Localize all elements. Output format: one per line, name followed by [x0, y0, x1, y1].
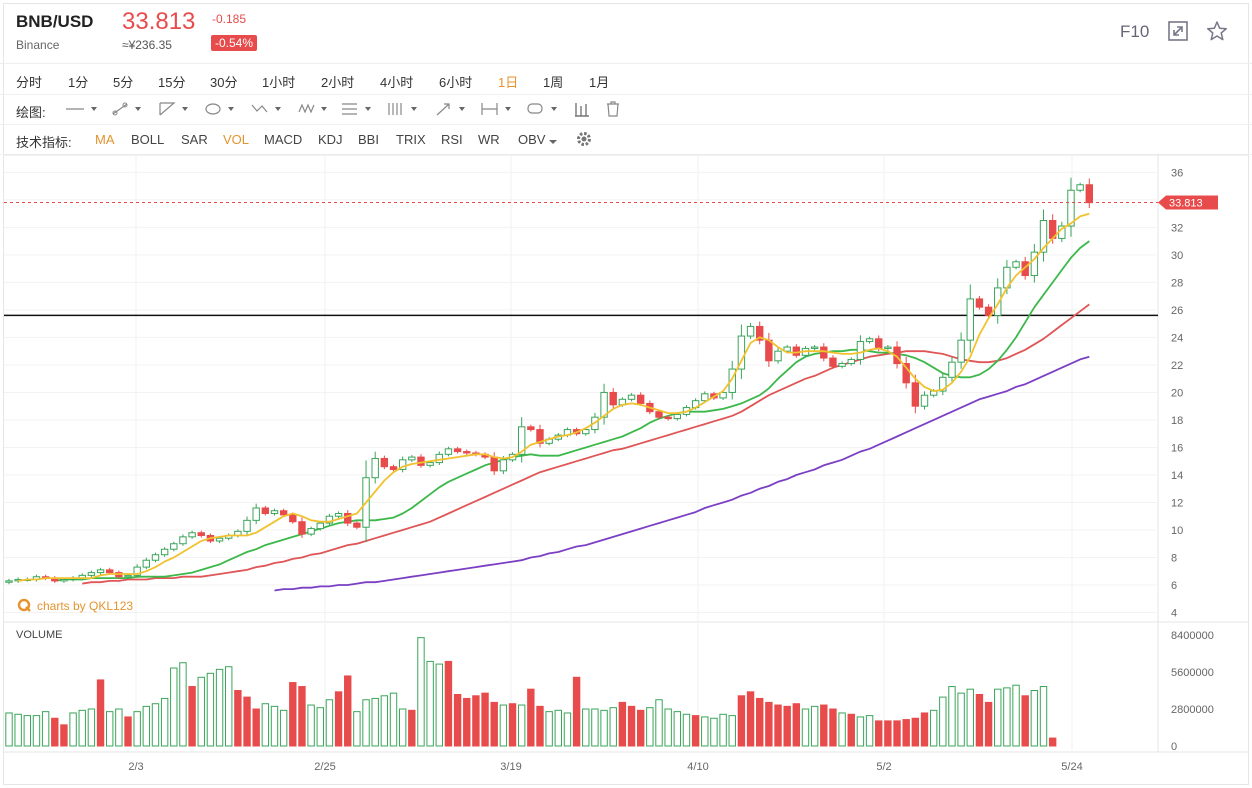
period-tab[interactable]: 6小时 — [439, 75, 473, 90]
indicator-macd[interactable]: MACD — [264, 132, 303, 147]
indicator-trix[interactable]: TRIX — [396, 132, 426, 147]
indicator-boll[interactable]: BOLL — [131, 132, 165, 147]
period-tab[interactable]: 1小时 — [262, 75, 296, 90]
period-tab[interactable]: 1分 — [68, 75, 89, 90]
indicator-bar: 技术指标: MA BOLL SAR VOL MACD KDJ BBI TRIX … — [0, 124, 1252, 155]
last-price: 33.813 — [122, 8, 196, 35]
indicator-kdj[interactable]: KDJ — [318, 132, 343, 147]
period-tab-active[interactable]: 1日 — [498, 75, 519, 90]
period-tab[interactable]: 2小时 — [321, 75, 355, 90]
trash-icon[interactable] — [604, 100, 622, 118]
channel-tool-icon[interactable] — [157, 100, 193, 118]
symbol-name[interactable]: BNB/USD — [16, 12, 94, 31]
period-tab[interactable]: 30分 — [210, 75, 238, 90]
indicator-rsi[interactable]: RSI — [441, 132, 463, 147]
pattern-tool-icon[interactable] — [296, 100, 332, 118]
obv-dropdown-icon[interactable] — [547, 133, 559, 151]
gann-tool-icon[interactable] — [386, 100, 422, 118]
ray-tool-icon[interactable] — [110, 100, 146, 118]
symbol-header: BNB/USD Binance 33.813 ≈¥236.35 -0.185 -… — [0, 0, 1252, 64]
period-tab[interactable]: 1周 — [543, 75, 564, 90]
measure-tool-icon[interactable] — [480, 100, 516, 118]
indicator-bbi[interactable]: BBI — [358, 132, 379, 147]
chart-frame — [3, 3, 1249, 785]
f10-button[interactable]: F10 — [1120, 22, 1150, 41]
indicator-sar[interactable]: SAR — [181, 132, 208, 147]
expand-icon[interactable] — [1167, 20, 1189, 42]
period-bar: 分时 1分 5分 15分 30分 1小时 2小时 4小时 6小时 1日 1周 1… — [0, 64, 1252, 95]
indicator-obv[interactable]: OBV — [518, 132, 546, 147]
price-change-pct: -0.54% — [211, 35, 258, 51]
period-tab[interactable]: 5分 — [113, 75, 134, 90]
gear-icon[interactable] — [575, 130, 593, 148]
drawing-toolbar: 绘图: — [0, 94, 1252, 125]
watermark: charts by QKL123 — [17, 598, 133, 613]
period-tab[interactable]: 分时 — [16, 75, 43, 90]
exchange-name: Binance — [16, 38, 60, 52]
price-change: -0.185 — [212, 12, 247, 26]
period-tab[interactable]: 1月 — [589, 75, 610, 90]
period-tab[interactable]: 15分 — [158, 75, 186, 90]
fibonacci-tool-icon[interactable] — [340, 100, 376, 118]
annotation-tool-icon[interactable] — [526, 100, 562, 118]
wave-tool-icon[interactable] — [250, 100, 286, 118]
indicator-ma[interactable]: MA — [95, 132, 115, 147]
line-tool-icon[interactable] — [64, 100, 100, 118]
star-icon[interactable] — [1206, 20, 1228, 42]
volume-title: VOLUME — [16, 629, 63, 641]
qkl-logo-icon — [17, 598, 31, 612]
cny-price: ≈¥236.35 — [122, 38, 172, 52]
watermark-text: charts by QKL123 — [37, 599, 134, 613]
period-tab[interactable]: 4小时 — [380, 75, 414, 90]
drawing-label: 绘图: — [16, 105, 46, 120]
ellipse-tool-icon[interactable] — [203, 100, 239, 118]
indicator-wr[interactable]: WR — [478, 132, 500, 147]
indicator-label: 技术指标: — [16, 135, 72, 150]
arrow-tool-icon[interactable] — [434, 100, 470, 118]
indicator-settings-icon[interactable] — [572, 100, 592, 118]
indicator-vol[interactable]: VOL — [223, 132, 250, 147]
